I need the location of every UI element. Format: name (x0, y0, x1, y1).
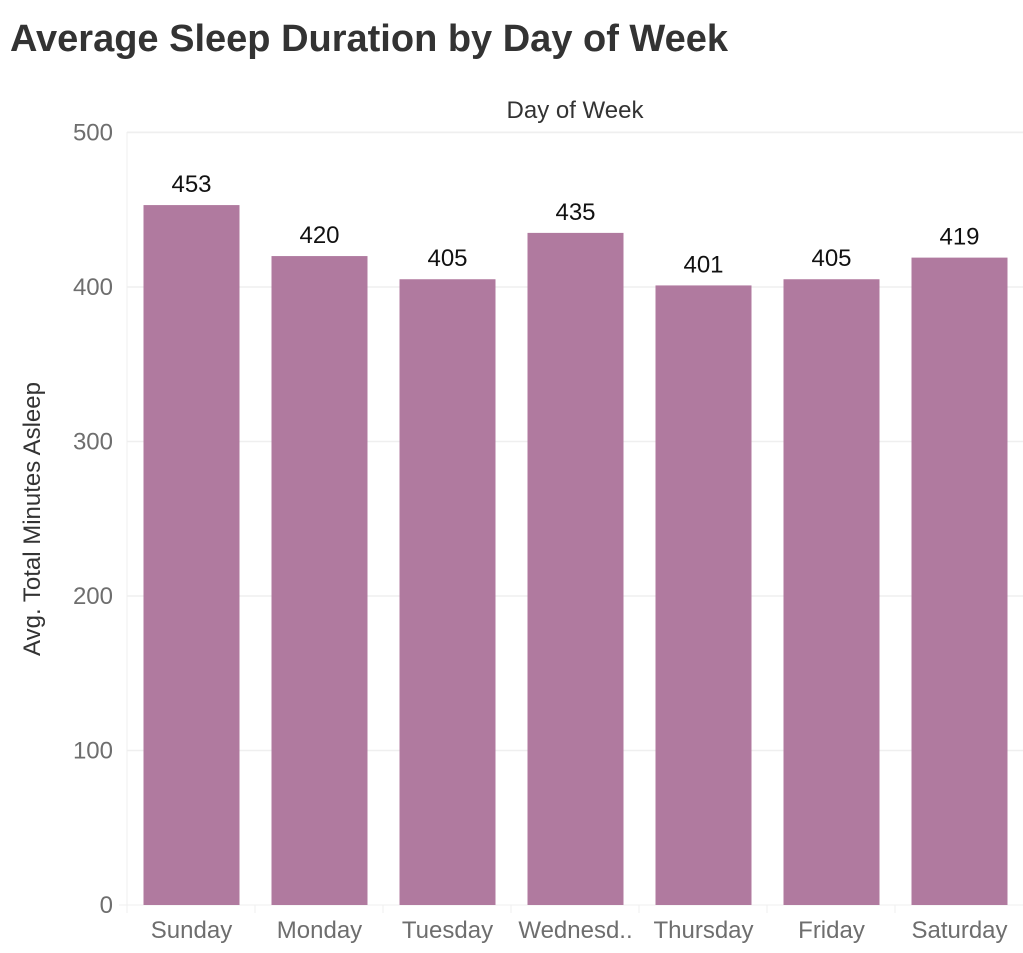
x-tick-label: Saturday (911, 917, 1007, 944)
y-tick-label: 100 (73, 737, 113, 764)
bar-wednesd (527, 232, 624, 906)
x-tick-label: Sunday (151, 917, 232, 944)
data-labels: 453 420 405 435 401 405 419 (171, 171, 979, 278)
y-tick-label: 300 (73, 428, 113, 455)
bar-friday (783, 279, 880, 905)
data-label: 405 (427, 245, 467, 272)
axes: 0 100 200 300 400 500 Sunday Monday Tuesday Wedne… (73, 119, 1023, 944)
page-title: Average Sleep Duration by Day of Week (10, 18, 729, 60)
y-tick-label: 200 (73, 583, 113, 610)
bar-tuesday (399, 279, 496, 905)
y-tick-label: 500 (73, 119, 113, 146)
x-tick-label: Thursday (653, 917, 753, 944)
bar-thursday (655, 285, 752, 905)
bar-monday (271, 256, 368, 905)
data-label: 405 (811, 245, 851, 272)
data-label: 435 (555, 199, 595, 226)
y-axis-title: Avg. Total Minutes Asleep (19, 382, 46, 656)
data-label: 453 (171, 171, 211, 198)
data-label: 401 (683, 251, 723, 278)
data-label: 419 (939, 224, 979, 251)
x-tick-label: Monday (277, 917, 362, 944)
x-tick-label: Friday (798, 917, 865, 944)
bars (143, 205, 1008, 906)
x-axis-title: Day of Week (507, 97, 645, 124)
x-tick-label: Tuesday (402, 917, 493, 944)
y-tick-label: 0 (100, 892, 113, 919)
bar-sunday (143, 205, 240, 905)
bar-saturday (911, 257, 1008, 906)
x-tick-label: Wednesd.. (518, 917, 632, 944)
y-tick-label: 400 (73, 274, 113, 301)
data-label: 420 (299, 222, 339, 249)
